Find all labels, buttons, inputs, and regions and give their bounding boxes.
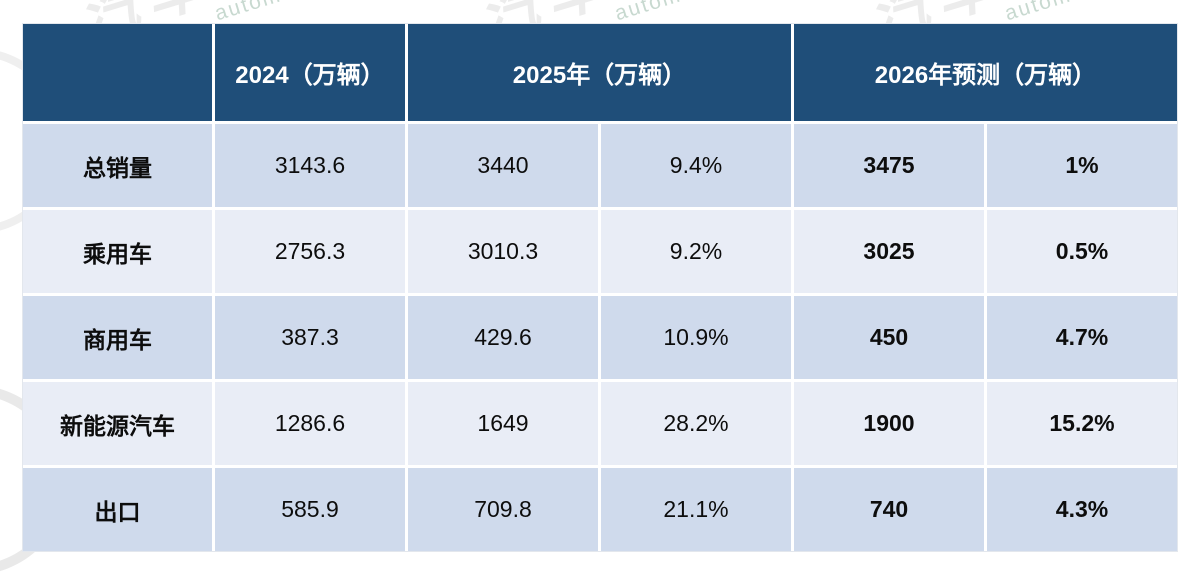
header-2026-forecast: 2026年预测（万辆） — [794, 24, 1177, 121]
row-label: 总销量 — [23, 124, 212, 207]
cell-2026-growth: 1% — [987, 124, 1177, 207]
header-2024: 2024（万辆） — [215, 24, 405, 121]
cell-2026-value: 450 — [794, 296, 984, 379]
cell-2025-growth: 9.2% — [601, 210, 791, 293]
cell-2026-growth: 4.7% — [987, 296, 1177, 379]
cell-2025-value: 3440 — [408, 124, 598, 207]
sales-forecast-table: 2024（万辆） 2025年（万辆） 2026年预测（万辆） 总销量 3143.… — [22, 23, 1178, 552]
row-label: 乘用车 — [23, 210, 212, 293]
cell-2025-growth: 10.9% — [601, 296, 791, 379]
cell-2025-value: 3010.3 — [408, 210, 598, 293]
cell-2025-value: 429.6 — [408, 296, 598, 379]
cell-2024-value: 585.9 — [215, 468, 405, 551]
cell-2024-value: 387.3 — [215, 296, 405, 379]
cell-2026-value: 740 — [794, 468, 984, 551]
header-2025: 2025年（万辆） — [408, 24, 791, 121]
header-blank-cell — [23, 24, 212, 121]
row-label: 出口 — [23, 468, 212, 551]
watermark-en-text: automobile — [1002, 0, 1126, 25]
cell-2026-growth: 15.2% — [987, 382, 1177, 465]
row-label: 商用车 — [23, 296, 212, 379]
cell-2025-growth: 21.1% — [601, 468, 791, 551]
cell-2026-value: 3475 — [794, 124, 984, 207]
cell-2024-value: 2756.3 — [215, 210, 405, 293]
cell-2024-value: 3143.6 — [215, 124, 405, 207]
cell-2026-growth: 4.3% — [987, 468, 1177, 551]
cell-2026-value: 3025 — [794, 210, 984, 293]
cell-2024-value: 1286.6 — [215, 382, 405, 465]
cell-2025-value: 709.8 — [408, 468, 598, 551]
cell-2026-value: 1900 — [794, 382, 984, 465]
watermark-en-text: automobile — [612, 0, 736, 25]
row-label: 新能源汽车 — [23, 382, 212, 465]
cell-2025-value: 1649 — [408, 382, 598, 465]
watermark-en-text: automobile — [212, 0, 336, 25]
cell-2025-growth: 9.4% — [601, 124, 791, 207]
cell-2025-growth: 28.2% — [601, 382, 791, 465]
cell-2026-growth: 0.5% — [987, 210, 1177, 293]
